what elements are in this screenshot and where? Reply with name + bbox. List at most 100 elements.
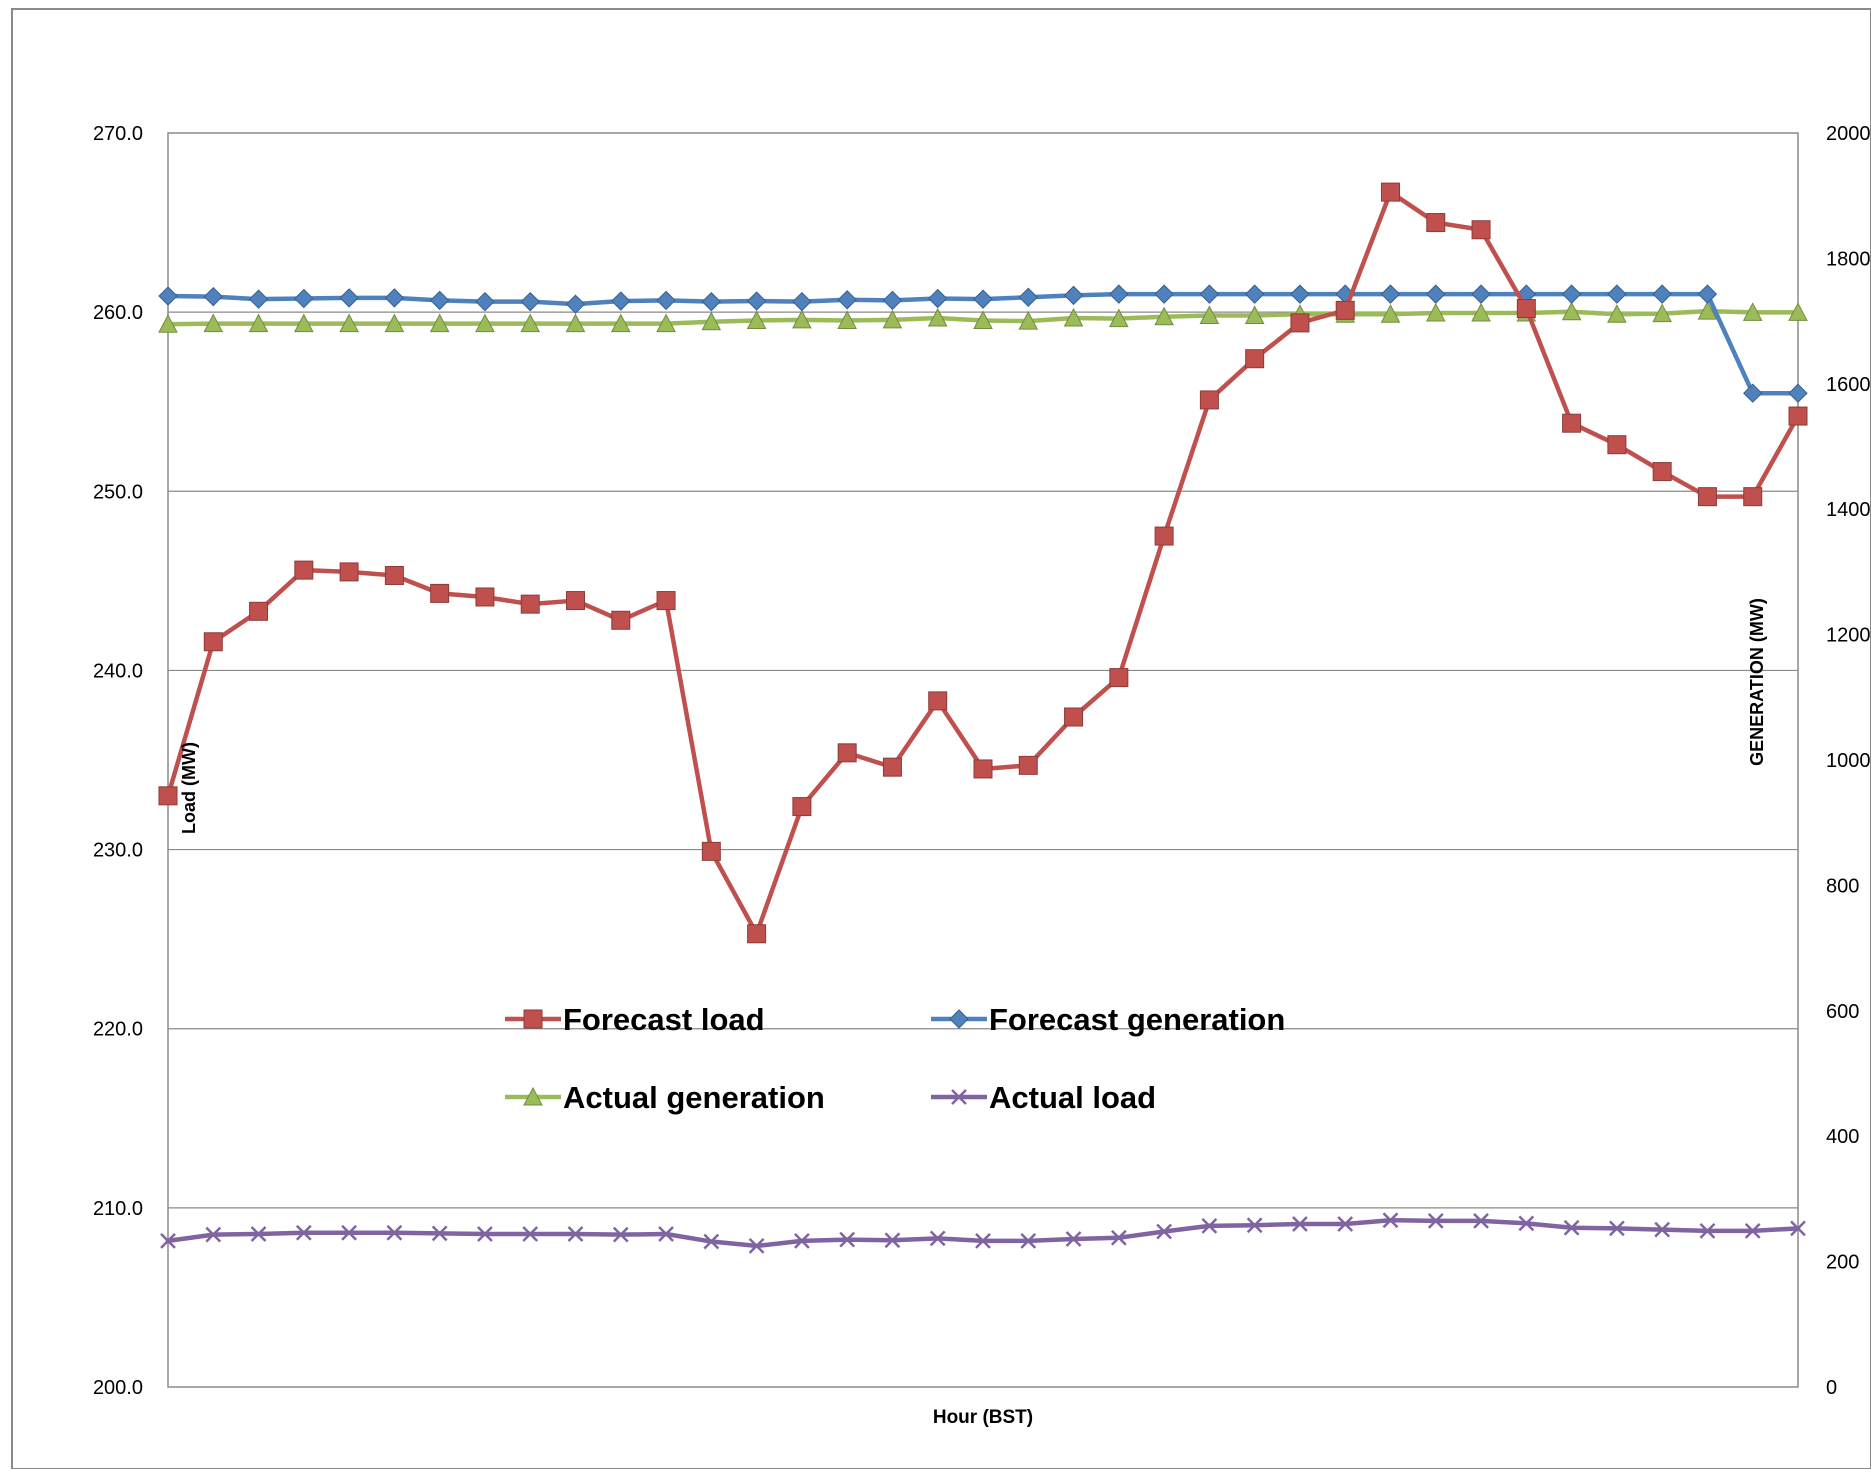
actual-generation-point xyxy=(339,313,359,333)
forecast-load-point xyxy=(701,841,721,861)
right-tick-label: 1400 xyxy=(1826,499,1871,521)
forecast-generation-point xyxy=(248,289,269,309)
actual-generation-point xyxy=(520,313,541,333)
forecast-generation-point xyxy=(1199,284,1220,304)
right-tick-label: 400 xyxy=(1826,1126,1859,1148)
actual-generation-point xyxy=(610,313,631,333)
forecast-generation-point xyxy=(520,291,540,312)
actual-load-point xyxy=(1156,1223,1172,1240)
forecast-load-point xyxy=(430,583,450,603)
forecast-generation-point xyxy=(475,291,495,312)
forecast-generation-point xyxy=(837,290,857,310)
forecast-generation-point xyxy=(1652,284,1672,304)
forecast-generation-point xyxy=(1018,287,1038,307)
forecast-generation-point xyxy=(339,288,359,308)
series-forecast-load xyxy=(158,182,1808,944)
forecast-generation-point xyxy=(1561,284,1582,304)
actual-generation-point xyxy=(1607,304,1627,323)
forecast-load-point xyxy=(249,601,269,621)
actual-generation-point xyxy=(701,311,722,331)
actual-generation-point xyxy=(203,313,224,333)
forecast-generation-point xyxy=(1607,284,1627,304)
left-axis-tick-labels: 200.0 210.0 220.0 230.0 240.0 250.0 260.0 270.0 xyxy=(93,123,143,1399)
forecast-load-point xyxy=(1245,349,1265,369)
forecast-generation-point xyxy=(203,286,223,307)
forecast-generation-point xyxy=(792,291,812,312)
legend-item-forecast-generation: Forecast generation xyxy=(931,1002,1285,1037)
forecast-load-point xyxy=(882,757,902,777)
forecast-generation-point xyxy=(1471,284,1491,304)
actual-generation-point xyxy=(248,313,269,333)
forecast-generation-point xyxy=(928,288,948,309)
forecast-load-point xyxy=(475,587,495,607)
forecast-load-point xyxy=(566,591,585,611)
actual-load-point xyxy=(522,1226,539,1242)
actual-load-point xyxy=(567,1226,584,1242)
forecast-generation-point xyxy=(429,290,450,311)
forecast-load-point xyxy=(384,565,404,585)
forecast-generation-point xyxy=(1380,284,1401,304)
actual-load-point xyxy=(658,1226,674,1242)
forecast-generation-point xyxy=(656,290,676,311)
y-axis-right-title: GENERATION (MW) xyxy=(1747,598,1767,766)
forecast-load-point xyxy=(1743,487,1763,507)
forecast-generation-point xyxy=(746,291,767,311)
actual-generation-point xyxy=(1561,301,1582,321)
actual-load-point xyxy=(703,1233,720,1250)
actual-generation-point xyxy=(927,307,948,327)
forecast-generation-point xyxy=(158,286,178,306)
actual-load-point xyxy=(748,1238,765,1254)
forecast-load-point xyxy=(1788,406,1808,426)
actual-load-point xyxy=(1699,1222,1716,1239)
forecast-load-point xyxy=(294,560,314,580)
left-tick-label: 270.0 xyxy=(93,123,143,145)
actual-generation-point xyxy=(746,310,767,329)
actual-generation-point xyxy=(384,313,405,333)
actual-generation-point xyxy=(1697,300,1718,320)
actual-load-point xyxy=(341,1224,357,1241)
left-tick-label: 220.0 xyxy=(93,1019,143,1041)
forecast-load-point xyxy=(158,786,178,806)
legend-label: Forecast load xyxy=(563,1002,765,1037)
forecast-generation-point xyxy=(1154,284,1174,304)
right-tick-label: 800 xyxy=(1826,875,1859,897)
actual-generation-point xyxy=(294,313,314,333)
forecast-load-point xyxy=(1607,435,1627,455)
forecast-load-point xyxy=(1335,300,1355,320)
forecast-generation-point xyxy=(1426,284,1446,304)
series-actual-load xyxy=(160,1212,1806,1254)
forecast-load-point xyxy=(611,610,631,630)
actual-generation-point xyxy=(1018,311,1039,330)
forecast-load-point xyxy=(1652,462,1672,482)
actual-load-point xyxy=(205,1226,222,1243)
actual-load-point xyxy=(884,1232,901,1249)
legend-label: Actual generation xyxy=(563,1080,825,1115)
forecast-generation-point xyxy=(1697,284,1718,304)
actual-generation-point xyxy=(973,310,993,329)
right-axis-tick-labels: 0 200 400 600 800 1000 1200 1400 1600 1800 2000 xyxy=(1826,123,1871,1399)
forecast-load-point xyxy=(1471,220,1491,240)
forecast-generation-point xyxy=(1788,383,1808,403)
forecast-generation-point xyxy=(1109,284,1129,304)
plot-area xyxy=(167,132,1799,1388)
actual-generation-point xyxy=(1788,302,1808,321)
actual-generation-point xyxy=(656,313,676,333)
forecast-load-point xyxy=(928,691,948,711)
forecast-generation-point xyxy=(1290,284,1310,304)
forecast-load-point xyxy=(1697,487,1717,507)
forecast-generation-point xyxy=(1244,284,1265,304)
right-tick-label: 1200 xyxy=(1826,625,1871,647)
actual-load-point xyxy=(1382,1212,1399,1229)
legend-label: Forecast generation xyxy=(989,1002,1285,1037)
forecast-generation-point xyxy=(384,288,405,308)
chart-border xyxy=(11,8,1871,1470)
actual-load-point xyxy=(1065,1231,1082,1247)
forecast-load-point xyxy=(656,591,676,611)
forecast-load-point xyxy=(1290,313,1310,333)
actual-load-point xyxy=(1020,1233,1037,1249)
actual-load-point xyxy=(1337,1216,1354,1232)
series-layer xyxy=(158,182,1808,1254)
actual-load-point xyxy=(1744,1222,1761,1239)
